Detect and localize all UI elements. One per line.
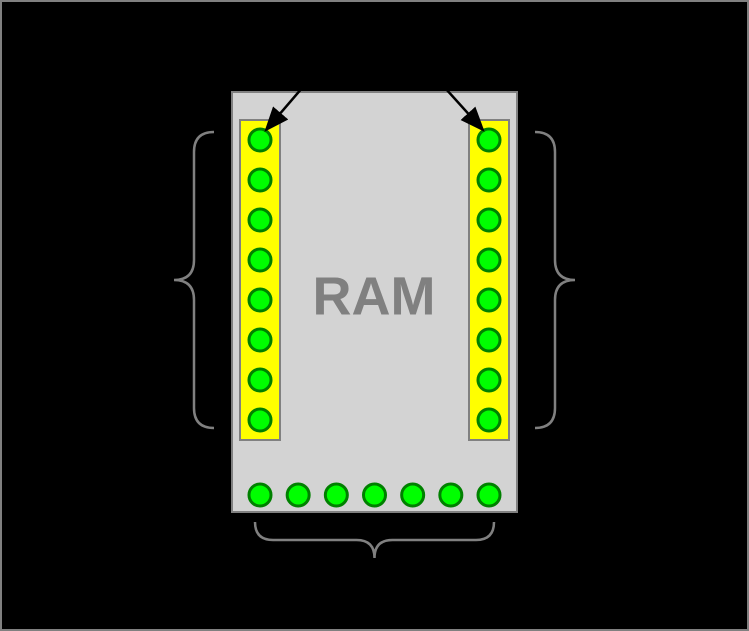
pin (249, 484, 271, 506)
pin (478, 329, 500, 351)
pin (249, 129, 271, 151)
pin (440, 484, 462, 506)
pin (478, 129, 500, 151)
pin (249, 409, 271, 431)
pin (287, 484, 309, 506)
pin (478, 169, 500, 191)
pin (249, 249, 271, 271)
pin (478, 409, 500, 431)
pin (478, 289, 500, 311)
pin (478, 484, 500, 506)
brace-right (535, 132, 575, 428)
pin (249, 169, 271, 191)
brace-left (174, 132, 214, 428)
pin (478, 369, 500, 391)
pin (478, 249, 500, 271)
pin (249, 329, 271, 351)
pin (249, 209, 271, 231)
pin (364, 484, 386, 506)
pin (402, 484, 424, 506)
chip-label: RAM (313, 266, 436, 326)
pin (325, 484, 347, 506)
pin (249, 369, 271, 391)
pin (249, 289, 271, 311)
pin (478, 209, 500, 231)
ram-diagram: RAM (0, 0, 749, 631)
brace-bottom (255, 522, 494, 558)
